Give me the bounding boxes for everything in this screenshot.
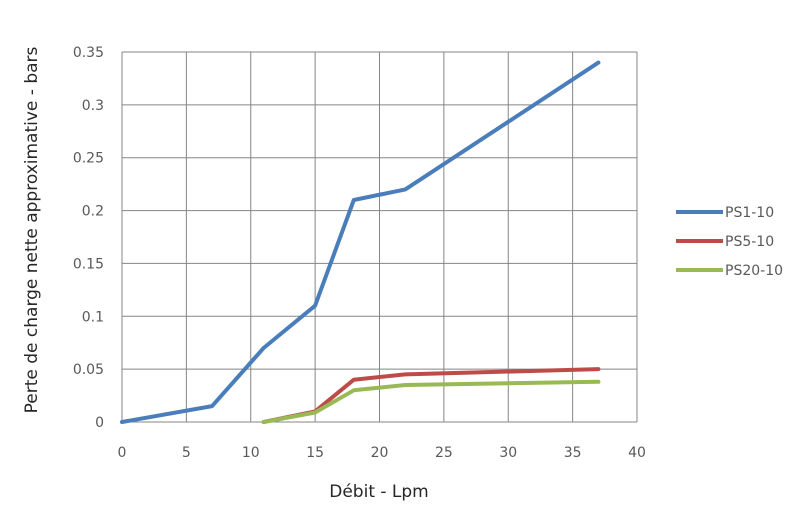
x-axis-title: Débit - Lpm	[329, 482, 429, 502]
y-tick-label: 0.3	[82, 98, 104, 114]
plot-grid	[121, 51, 638, 423]
x-tick-label: 10	[242, 445, 260, 461]
x-tick-label: 30	[499, 445, 517, 461]
y-tick-label: 0.2	[82, 204, 104, 220]
legend: PS1-10 PS5-10 PS20-10	[676, 205, 783, 279]
y-axis-ticks: 0 0.05 0.1 0.15 0.2 0.25 0.3 0.35	[73, 45, 104, 431]
legend-label: PS5-10	[725, 234, 774, 250]
x-tick-label: 40	[628, 445, 646, 461]
legend-label: PS1-10	[725, 205, 774, 221]
y-tick-label: 0.1	[82, 309, 104, 325]
y-tick-label: 0.15	[73, 256, 104, 272]
x-tick-label: 15	[306, 445, 324, 461]
y-axis-title: Perte de charge nette approximative - ba…	[22, 46, 42, 413]
x-tick-label: 20	[371, 445, 389, 461]
series-lines	[120, 60, 601, 424]
x-tick-label: 5	[182, 445, 191, 461]
x-tick-label: 25	[435, 445, 453, 461]
x-tick-label: 35	[564, 445, 582, 461]
y-tick-label: 0.25	[73, 151, 104, 167]
x-tick-label: 0	[118, 445, 127, 461]
y-tick-label: 0	[95, 415, 104, 431]
y-tick-label: 0.35	[73, 45, 104, 61]
x-axis-ticks: 0 5 10 15 20 25 30 35 40	[118, 445, 646, 461]
y-tick-label: 0.05	[73, 362, 104, 378]
legend-label: PS20-10	[725, 263, 783, 279]
